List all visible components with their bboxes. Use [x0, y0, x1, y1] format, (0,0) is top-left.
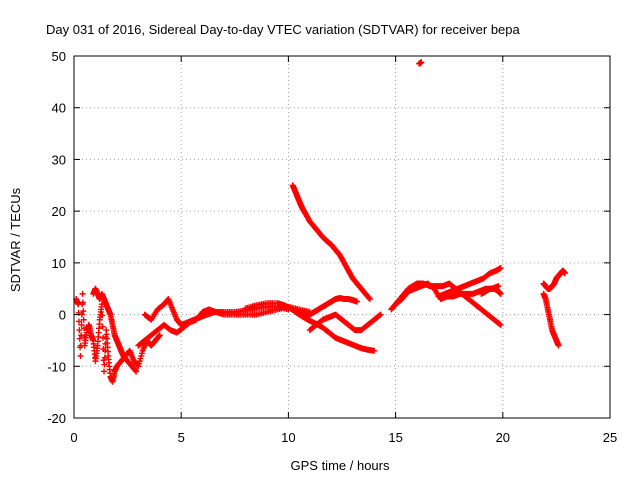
- x-tick-labels: 0 5 10 15 20 25: [70, 430, 617, 445]
- data-point-s1: [101, 354, 108, 361]
- data-point-s1: [156, 332, 163, 339]
- data-point-s1: [76, 318, 83, 325]
- data-point-s6: [366, 296, 373, 303]
- data-point-s8: [376, 312, 383, 319]
- y-tick-label: 40: [52, 101, 66, 116]
- y-tick-label: -10: [47, 359, 66, 374]
- data-point-s13: [555, 342, 562, 349]
- data-point-s1: [76, 335, 83, 342]
- x-tick-label: 20: [496, 430, 510, 445]
- data-point-s1: [99, 312, 106, 319]
- data-point-s10: [495, 283, 502, 290]
- plot-frame: [73, 55, 611, 419]
- data-point-s11: [497, 265, 504, 272]
- data-point-s1: [78, 332, 85, 339]
- data-point-s1: [78, 321, 85, 328]
- data-point-s1: [80, 308, 87, 315]
- y-tick-label: -20: [47, 411, 66, 426]
- y-tick-labels: -20 -10 0 10 20 30 40 50: [47, 49, 66, 426]
- data-point-s6: [366, 295, 373, 302]
- axis-ticks: [73, 55, 611, 419]
- data-point-s1: [101, 361, 108, 368]
- data-point-s9: [497, 321, 504, 328]
- data-point-s2: [132, 367, 139, 374]
- data-point-s1: [79, 299, 86, 306]
- data-markers: [73, 59, 568, 385]
- data-point-s1: [80, 316, 87, 323]
- y-tick-label: 0: [59, 308, 66, 323]
- data-point-s7: [354, 298, 361, 305]
- y-tick-label: 50: [52, 49, 66, 64]
- x-tick-label: 25: [603, 430, 617, 445]
- data-point-s8: [377, 311, 384, 318]
- data-point-s1: [79, 290, 86, 297]
- y-tick-label: 20: [52, 204, 66, 219]
- data-point-s1: [101, 368, 108, 375]
- x-tick-label: 15: [388, 430, 402, 445]
- data-point-s9: [496, 321, 503, 328]
- data-point-s1: [156, 333, 163, 340]
- data-point-s12: [497, 290, 504, 297]
- chart-title: Day 031 of 2016, Sidereal Day-to-day VTE…: [46, 22, 521, 37]
- data-point-s1: [99, 323, 106, 330]
- data-point-s15: [418, 59, 425, 66]
- y-axis-label: SDTVAR / TECUs: [8, 187, 23, 292]
- data-point-s1: [99, 334, 106, 341]
- y-tick-label: 10: [52, 256, 66, 271]
- data-point-s14: [561, 270, 568, 277]
- x-tick-label: 0: [70, 430, 77, 445]
- grid-lines: [74, 56, 610, 418]
- data-point-s1: [76, 327, 83, 334]
- data-point-s5: [371, 347, 378, 354]
- x-axis-label: GPS time / hours: [291, 458, 390, 473]
- data-point-s1: [102, 347, 109, 354]
- data-point-s1: [77, 352, 84, 359]
- data-point-s2: [133, 368, 140, 375]
- x-tick-label: 10: [281, 430, 295, 445]
- x-tick-label: 5: [178, 430, 185, 445]
- y-tick-label: 30: [52, 152, 66, 167]
